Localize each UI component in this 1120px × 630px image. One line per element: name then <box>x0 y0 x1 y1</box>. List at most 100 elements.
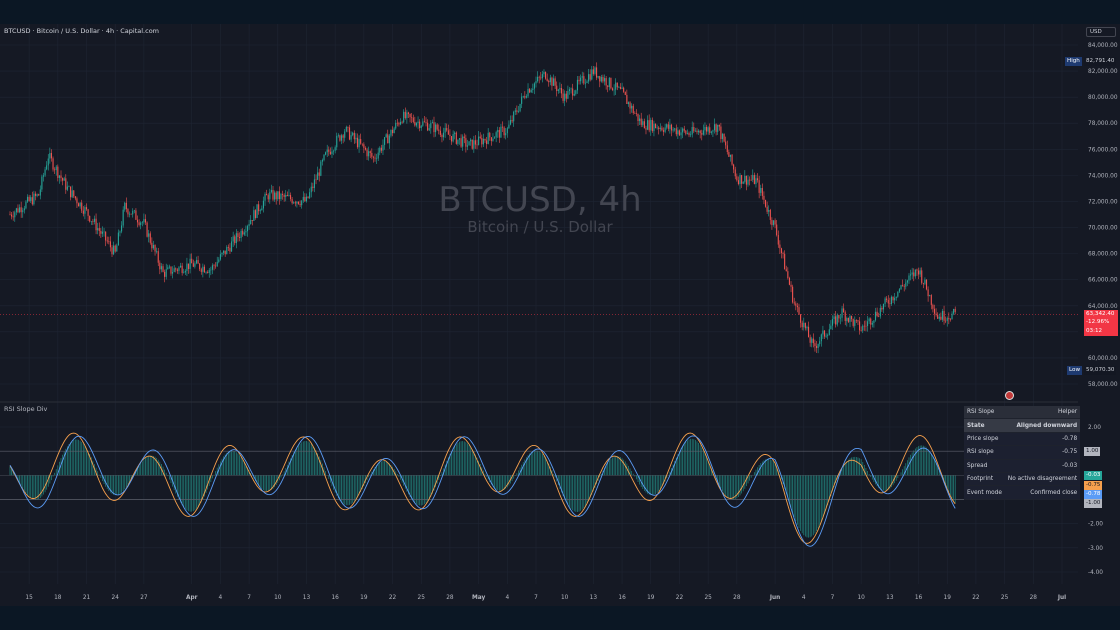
candle-body <box>26 196 29 202</box>
helper-row-value: -0.03 <box>1004 459 1081 473</box>
candle-body <box>702 130 704 135</box>
candle-body <box>34 193 37 196</box>
candle-body <box>65 178 67 190</box>
candle-body <box>305 196 308 202</box>
candle-body <box>527 88 529 97</box>
candle-body <box>806 326 808 329</box>
candle-body <box>782 252 784 254</box>
candle-body <box>100 230 102 234</box>
candle-body <box>270 189 272 193</box>
candle-body <box>251 220 253 221</box>
candle-body <box>167 267 169 270</box>
candle-body <box>941 310 944 320</box>
candle-body <box>93 218 96 222</box>
candle-body <box>780 248 783 253</box>
candle-body <box>50 153 53 159</box>
candle-body <box>125 202 127 210</box>
candle-body <box>49 153 51 159</box>
candle-body <box>38 194 40 196</box>
candle-body <box>910 274 912 276</box>
candle-body <box>447 130 449 135</box>
candle-body <box>259 210 261 212</box>
candle-body <box>545 71 547 79</box>
candle-body <box>144 219 147 223</box>
candle-body <box>709 127 711 133</box>
candle-body <box>42 175 45 177</box>
candle-body <box>916 269 918 271</box>
candle-body <box>181 265 183 273</box>
candle-body <box>371 153 373 157</box>
candle-body <box>529 88 531 93</box>
candle-body <box>828 329 830 335</box>
candle-body <box>878 316 880 317</box>
helper-row-label: Price slope <box>964 432 1005 447</box>
time-tick-label: Apr <box>186 595 198 601</box>
candle-body <box>423 121 425 123</box>
candle-body <box>11 214 13 217</box>
candle-body <box>473 140 475 149</box>
candle-body <box>578 79 580 82</box>
candle-body <box>549 77 551 83</box>
candle-body <box>658 127 660 130</box>
candle-body <box>242 230 244 235</box>
candle-body <box>210 269 212 271</box>
candle-body <box>58 175 60 178</box>
candle-body <box>380 147 382 151</box>
candle-body <box>226 247 228 255</box>
candle-body <box>902 285 904 286</box>
candle-body <box>149 233 151 243</box>
candle-body <box>575 90 577 94</box>
candle-body <box>414 122 416 126</box>
candle-body <box>28 196 30 201</box>
candle-body <box>769 209 771 220</box>
bar-countdown: 03:12 <box>1086 327 1103 334</box>
indicator-title[interactable]: RSI Slope Div <box>4 405 48 413</box>
candle-body <box>830 325 832 330</box>
candle-body <box>250 220 252 225</box>
candle-body <box>568 89 571 92</box>
candle-body <box>607 85 609 88</box>
candle-body <box>213 265 215 266</box>
event-flag-icon[interactable] <box>1005 391 1014 400</box>
candle-body <box>162 266 164 272</box>
candle-body <box>707 127 709 132</box>
candle-body <box>537 76 539 82</box>
indicator-tick-label: -4.00 <box>1088 570 1103 576</box>
candle-body <box>937 314 939 319</box>
candle-body <box>795 303 797 306</box>
price-tick-label: 72,000.00 <box>1088 199 1118 205</box>
candle-body <box>404 111 406 119</box>
candle-body <box>376 158 378 160</box>
candle-body <box>851 316 853 320</box>
candle-body <box>929 295 931 297</box>
candle-body <box>229 247 231 252</box>
candle-body <box>360 139 362 144</box>
candle-body <box>774 220 776 225</box>
candle-body <box>894 297 896 301</box>
candle-body <box>817 344 819 348</box>
candle-body <box>422 121 424 126</box>
candle-body <box>230 241 233 252</box>
candle-body <box>352 132 354 136</box>
candle-body <box>699 130 701 134</box>
candle-body <box>187 263 190 269</box>
candle-body <box>60 175 62 179</box>
candle-body <box>717 124 719 132</box>
currency-selector-button[interactable]: USD <box>1086 27 1116 37</box>
candle-body <box>532 88 534 91</box>
candle-body <box>535 81 537 84</box>
helper-row-value: -0.78 <box>1004 432 1081 447</box>
candle-body <box>478 136 480 145</box>
candle-body <box>396 122 398 124</box>
price-tick-label: 60,000.00 <box>1088 356 1118 362</box>
candle-body <box>643 121 645 129</box>
candle-body <box>739 175 741 184</box>
candle-body <box>148 233 150 237</box>
candle-body <box>246 226 249 232</box>
candle-body <box>597 76 599 78</box>
candle-body <box>63 178 65 181</box>
time-tick-label: 13 <box>886 595 894 601</box>
time-tick-label: 24 <box>112 595 120 601</box>
candle-body <box>342 135 344 138</box>
